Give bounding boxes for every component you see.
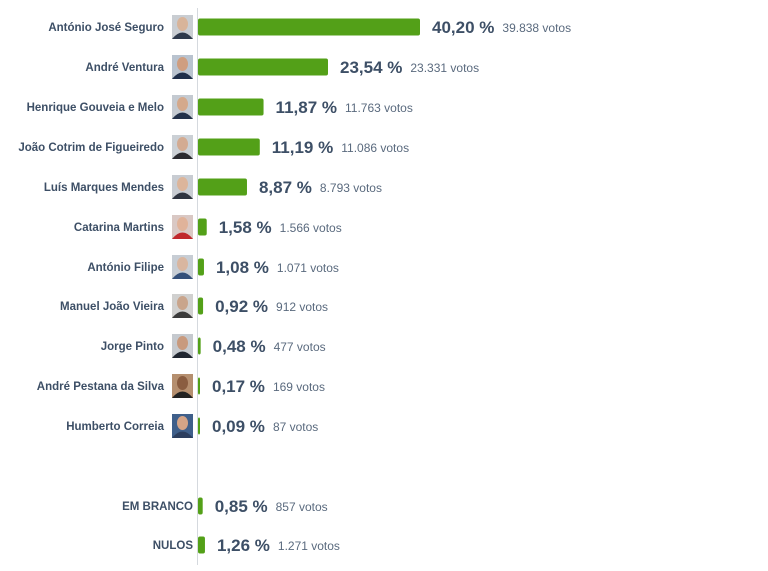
candidate-avatar xyxy=(172,175,193,199)
avatar-face xyxy=(177,257,188,271)
result-bar xyxy=(198,417,200,435)
votes-label: 912 votos xyxy=(276,300,328,314)
result-row: André Ventura 23,54 % 23.331 votos xyxy=(85,55,479,79)
result-row: EM BRANCO 0,85 % 857 votos xyxy=(122,497,328,516)
avatar-face xyxy=(177,17,188,31)
result-bar xyxy=(198,58,328,76)
percentage-label: 1,26 % xyxy=(217,536,270,555)
avatar-face xyxy=(177,97,188,111)
percentage-label: 0,92 % xyxy=(215,297,268,316)
avatar-shoulders xyxy=(172,311,193,318)
candidate-name: Catarina Martins xyxy=(74,222,164,234)
avatar-shoulders xyxy=(172,232,193,239)
candidate-name: Jorge Pinto xyxy=(101,341,164,353)
candidate-avatar xyxy=(172,55,193,79)
avatar-shoulders xyxy=(172,351,193,358)
candidate-avatar xyxy=(172,294,193,318)
result-row: NULOS 1,26 % 1.271 votos xyxy=(153,536,340,555)
votes-label: 1.271 votos xyxy=(278,539,340,553)
percentage-label: 23,54 % xyxy=(340,58,402,77)
avatar-face xyxy=(177,296,188,310)
votes-label: 1.566 votos xyxy=(280,221,342,235)
candidate-avatar xyxy=(172,215,193,239)
votes-label: 11.763 votos xyxy=(345,101,413,115)
avatar-face xyxy=(177,177,188,191)
avatar-shoulders xyxy=(172,112,193,119)
result-bar xyxy=(198,98,264,116)
votes-label: 477 votos xyxy=(274,340,326,354)
result-row: Luís Marques Mendes 8,87 % 8.793 votos xyxy=(44,175,382,199)
result-row: João Cotrim de Figueiredo 11,19 % 11.086 v… xyxy=(18,135,409,159)
result-row: André Pestana da Silva 0,17 % 169 votos xyxy=(37,374,325,398)
avatar-face xyxy=(177,336,188,350)
candidate-name: André Ventura xyxy=(85,62,164,74)
avatar-face xyxy=(177,376,188,390)
avatar-face xyxy=(177,137,188,151)
result-bar xyxy=(198,178,247,196)
percentage-label: 8,87 % xyxy=(259,178,312,197)
candidate-avatar xyxy=(172,135,193,159)
candidate-avatar xyxy=(172,414,193,438)
result-row: Catarina Martins 1,58 % 1.566 votos xyxy=(74,215,342,239)
result-row: Humberto Correia 0,09 % 87 votos xyxy=(66,414,318,438)
percentage-label: 1,08 % xyxy=(216,258,269,277)
percentage-label: 0,85 % xyxy=(215,497,268,516)
result-bar xyxy=(198,377,200,395)
votes-label: 169 votos xyxy=(273,380,325,394)
avatar-shoulders xyxy=(172,32,193,39)
percentage-label: 0,48 % xyxy=(213,337,266,356)
result-bar xyxy=(198,18,420,36)
result-row: Jorge Pinto 0,48 % 477 votos xyxy=(101,334,326,358)
avatar-face xyxy=(177,416,188,430)
result-bar xyxy=(198,337,201,355)
votes-label: 87 votos xyxy=(273,420,318,434)
candidate-name: André Pestana da Silva xyxy=(37,381,165,393)
candidate-name: Henrique Gouveia e Melo xyxy=(27,102,164,114)
avatar-shoulders xyxy=(172,152,193,159)
avatar-face xyxy=(177,217,188,231)
result-bar xyxy=(198,536,205,554)
candidate-avatar xyxy=(172,255,193,279)
candidate-name: António Filipe xyxy=(87,262,164,274)
votes-label: 39.838 votos xyxy=(502,21,571,35)
percentage-label: 1,58 % xyxy=(219,218,272,237)
candidate-avatar xyxy=(172,334,193,358)
result-bar xyxy=(198,138,260,156)
candidate-name: António José Seguro xyxy=(48,22,164,34)
result-bar xyxy=(198,497,203,515)
candidate-name: Humberto Correia xyxy=(66,421,164,433)
votes-label: 857 votos xyxy=(276,500,328,514)
result-row: Manuel João Vieira 0,92 % 912 votos xyxy=(60,294,328,318)
candidate-name: Manuel João Vieira xyxy=(60,301,165,313)
candidate-name: Luís Marques Mendes xyxy=(44,182,164,194)
result-row: António José Seguro 40,20 % 39.838 votos xyxy=(48,15,571,39)
avatar-shoulders xyxy=(172,192,193,199)
candidate-name: EM BRANCO xyxy=(122,501,193,513)
votes-label: 1.071 votos xyxy=(277,261,339,275)
percentage-label: 11,19 % xyxy=(272,138,333,157)
candidate-name: João Cotrim de Figueiredo xyxy=(18,142,164,154)
candidate-avatar xyxy=(172,15,193,39)
avatar-shoulders xyxy=(172,391,193,398)
candidate-avatar xyxy=(172,374,193,398)
percentage-label: 11,87 % xyxy=(276,98,337,117)
votes-label: 8.793 votos xyxy=(320,181,382,195)
percentage-label: 40,20 % xyxy=(432,18,494,37)
candidate-name: NULOS xyxy=(153,540,194,552)
candidate-avatar xyxy=(172,95,193,119)
avatar-shoulders xyxy=(172,72,193,79)
result-bar xyxy=(198,258,204,276)
percentage-label: 0,09 % xyxy=(212,417,265,436)
avatar-face xyxy=(177,57,188,71)
result-row: António Filipe 1,08 % 1.071 votos xyxy=(87,255,339,279)
result-row: Henrique Gouveia e Melo 11,87 % 11.763 vot… xyxy=(27,95,413,119)
result-bar xyxy=(198,218,207,236)
votes-label: 11.086 votos xyxy=(341,141,409,155)
votes-label: 23.331 votos xyxy=(410,61,479,75)
percentage-label: 0,17 % xyxy=(212,377,265,396)
result-bar xyxy=(198,297,204,315)
avatar-shoulders xyxy=(172,431,193,438)
avatar-shoulders xyxy=(172,272,193,279)
